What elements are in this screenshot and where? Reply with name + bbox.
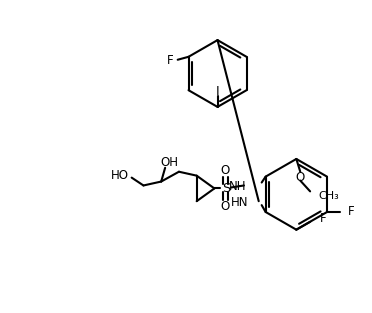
Text: F: F: [167, 54, 173, 67]
Text: HN: HN: [231, 196, 249, 209]
Text: I: I: [216, 85, 219, 98]
Text: S: S: [222, 182, 230, 195]
Text: OH: OH: [160, 156, 178, 169]
Text: O: O: [221, 164, 230, 177]
Text: NH: NH: [228, 180, 246, 193]
Text: HO: HO: [111, 169, 129, 182]
Text: O: O: [296, 171, 305, 184]
Text: O: O: [221, 200, 230, 213]
Text: F: F: [348, 206, 355, 218]
Text: F: F: [320, 213, 327, 225]
Text: CH₃: CH₃: [318, 191, 339, 201]
